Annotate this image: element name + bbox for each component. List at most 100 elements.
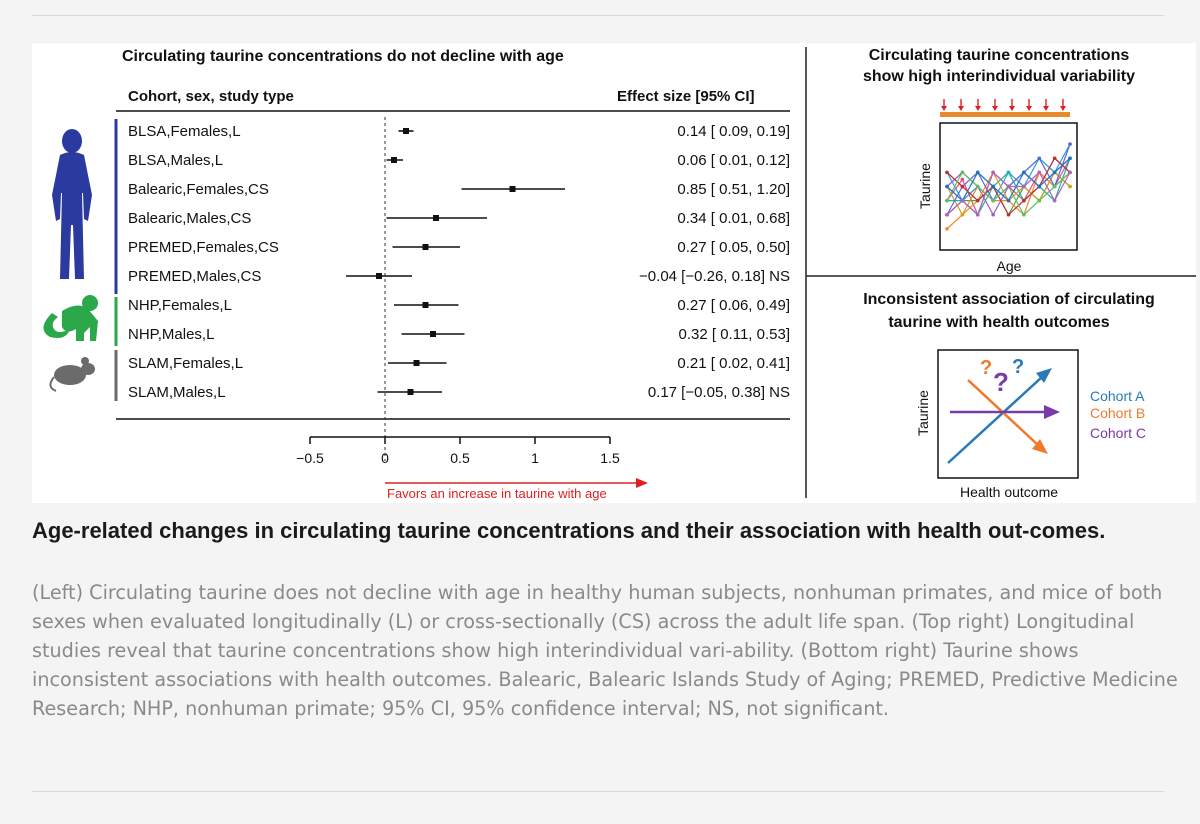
monkey-icon bbox=[43, 295, 98, 341]
br-qmark-3: ? bbox=[1012, 356, 1024, 378]
trajectory-point bbox=[960, 177, 965, 182]
br-cohort-c-arrow bbox=[950, 405, 1060, 419]
effect-size-text: 0.21 [ 0.02, 0.41] bbox=[677, 355, 790, 372]
trajectory-point bbox=[945, 212, 949, 217]
effect-size-text: 0.27 [ 0.05, 0.50] bbox=[677, 239, 790, 256]
row-label: BLSA,Females,L bbox=[128, 123, 241, 140]
trajectory-point bbox=[991, 170, 995, 175]
effect-size-text: −0.04 [−0.26, 0.18] NS bbox=[639, 268, 790, 285]
trajectory-point bbox=[1006, 170, 1011, 175]
trajectory-point bbox=[991, 198, 995, 203]
favor-label: Favors an increase in taurine with age bbox=[387, 486, 607, 501]
row-label: SLAM,Females,L bbox=[128, 355, 243, 372]
trajectory-point bbox=[1052, 184, 1057, 189]
point-estimate bbox=[391, 157, 397, 163]
effect-size-text: 0.17 [−0.05, 0.38] NS bbox=[648, 384, 790, 401]
sample-marker-head bbox=[941, 106, 947, 111]
trajectory-point bbox=[975, 198, 980, 203]
sample-marker-head bbox=[958, 106, 964, 111]
trajectory-point bbox=[945, 170, 949, 175]
trajectory-point bbox=[1068, 142, 1072, 146]
trajectory-point bbox=[960, 212, 965, 217]
figure-panel: Circulating taurine concentrations do no… bbox=[32, 43, 1196, 503]
row-label: Balearic,Females,CS bbox=[128, 181, 269, 198]
sample-marker-head bbox=[1009, 106, 1015, 111]
col-header-left: Cohort, sex, study type bbox=[128, 88, 294, 105]
trajectory-point bbox=[1037, 156, 1042, 161]
bottom-divider bbox=[32, 791, 1164, 792]
row-label: Balearic,Males,CS bbox=[128, 210, 251, 227]
trajectory-point bbox=[1006, 198, 1011, 203]
trajectory-point bbox=[1022, 212, 1026, 217]
point-estimate bbox=[376, 273, 382, 279]
trajectory-point bbox=[1037, 184, 1042, 189]
point-estimate bbox=[433, 215, 439, 221]
legend-cohort-b: Cohort B bbox=[1090, 405, 1145, 421]
br-xlabel: Health outcome bbox=[960, 484, 1058, 500]
trajectory-point bbox=[1006, 212, 1011, 217]
point-estimate bbox=[407, 389, 414, 395]
effect-size-text: 0.85 [ 0.51, 1.20] bbox=[677, 181, 790, 198]
trajectory-point bbox=[1068, 170, 1072, 175]
row-label: BLSA,Males,L bbox=[128, 152, 223, 169]
effect-size-text: 0.06 [ 0.01, 0.12] bbox=[677, 152, 790, 169]
trajectory-point bbox=[975, 184, 980, 189]
tr-ylabel: Taurine bbox=[917, 163, 933, 209]
trajectory-point bbox=[960, 184, 965, 189]
trajectory-point bbox=[1052, 170, 1057, 175]
caption-body: (Left) Circulating taurine does not decl… bbox=[32, 581, 1178, 720]
br-title-line2: taurine with health outcomes bbox=[888, 314, 1109, 331]
trajectory-point bbox=[1022, 170, 1026, 175]
trajectory-point bbox=[960, 198, 965, 203]
x-tick-label: 1 bbox=[531, 450, 539, 466]
trajectory-point bbox=[1068, 184, 1072, 189]
x-tick-label: 1.5 bbox=[600, 450, 620, 466]
row-label: PREMED,Males,CS bbox=[128, 268, 261, 285]
trajectory-point bbox=[991, 184, 995, 189]
legend-cohort-c: Cohort C bbox=[1090, 425, 1146, 441]
point-estimate bbox=[509, 186, 516, 192]
favor-arrowhead bbox=[636, 478, 648, 488]
point-estimate bbox=[403, 128, 409, 134]
top-divider bbox=[32, 15, 1164, 16]
sample-marker-head bbox=[975, 106, 981, 111]
trajectory-point bbox=[945, 198, 949, 203]
tr-title-line1: Circulating taurine concentrations bbox=[869, 47, 1130, 64]
point-estimate bbox=[422, 244, 429, 250]
tr-title-line2: show high interindividual variability bbox=[863, 68, 1135, 85]
effect-size-text: 0.32 [ 0.11, 0.53] bbox=[679, 326, 790, 343]
tr-sample-bar bbox=[940, 112, 1070, 117]
sample-marker-head bbox=[1060, 106, 1066, 111]
row-label: SLAM,Males,L bbox=[128, 384, 226, 401]
sample-marker-head bbox=[992, 106, 998, 111]
effect-size-text: 0.34 [ 0.01, 0.68] bbox=[677, 210, 790, 227]
x-tick-label: 0 bbox=[381, 450, 389, 466]
effect-size-text: 0.14 [ 0.09, 0.19] bbox=[677, 123, 790, 140]
trajectory-point bbox=[1037, 170, 1042, 175]
tr-xlabel: Age bbox=[997, 258, 1022, 274]
trajectory-point bbox=[960, 170, 965, 175]
br-qmark-1: ? bbox=[980, 357, 992, 379]
trajectory-point bbox=[991, 212, 995, 217]
trajectory-point bbox=[1037, 198, 1042, 203]
trajectory-point bbox=[1052, 198, 1057, 203]
trajectory-point bbox=[975, 212, 980, 217]
trajectory-point bbox=[1052, 156, 1057, 161]
sample-marker-head bbox=[1043, 106, 1049, 111]
effect-size-text: 0.27 [ 0.06, 0.49] bbox=[677, 297, 790, 314]
x-tick-label: −0.5 bbox=[296, 450, 324, 466]
trajectory-point bbox=[945, 227, 949, 231]
mouse-icon bbox=[49, 357, 95, 392]
row-label: NHP,Females,L bbox=[128, 297, 232, 314]
point-estimate bbox=[430, 331, 436, 337]
figure-svg: Circulating taurine concentrations do no… bbox=[43, 47, 1196, 501]
br-qmark-2: ? bbox=[993, 367, 1009, 397]
sample-marker-head bbox=[1026, 106, 1032, 111]
col-header-right: Effect size [95% CI] bbox=[617, 88, 755, 105]
trajectory-point bbox=[945, 184, 949, 189]
trajectory-point bbox=[1022, 184, 1026, 189]
br-cohort-a-arrow bbox=[947, 368, 1052, 464]
caption-title: Age-related changes in circulating tauri… bbox=[32, 518, 1106, 543]
trajectory-point bbox=[1022, 198, 1026, 203]
br-title-line1: Inconsistent association of circulating bbox=[863, 291, 1155, 308]
